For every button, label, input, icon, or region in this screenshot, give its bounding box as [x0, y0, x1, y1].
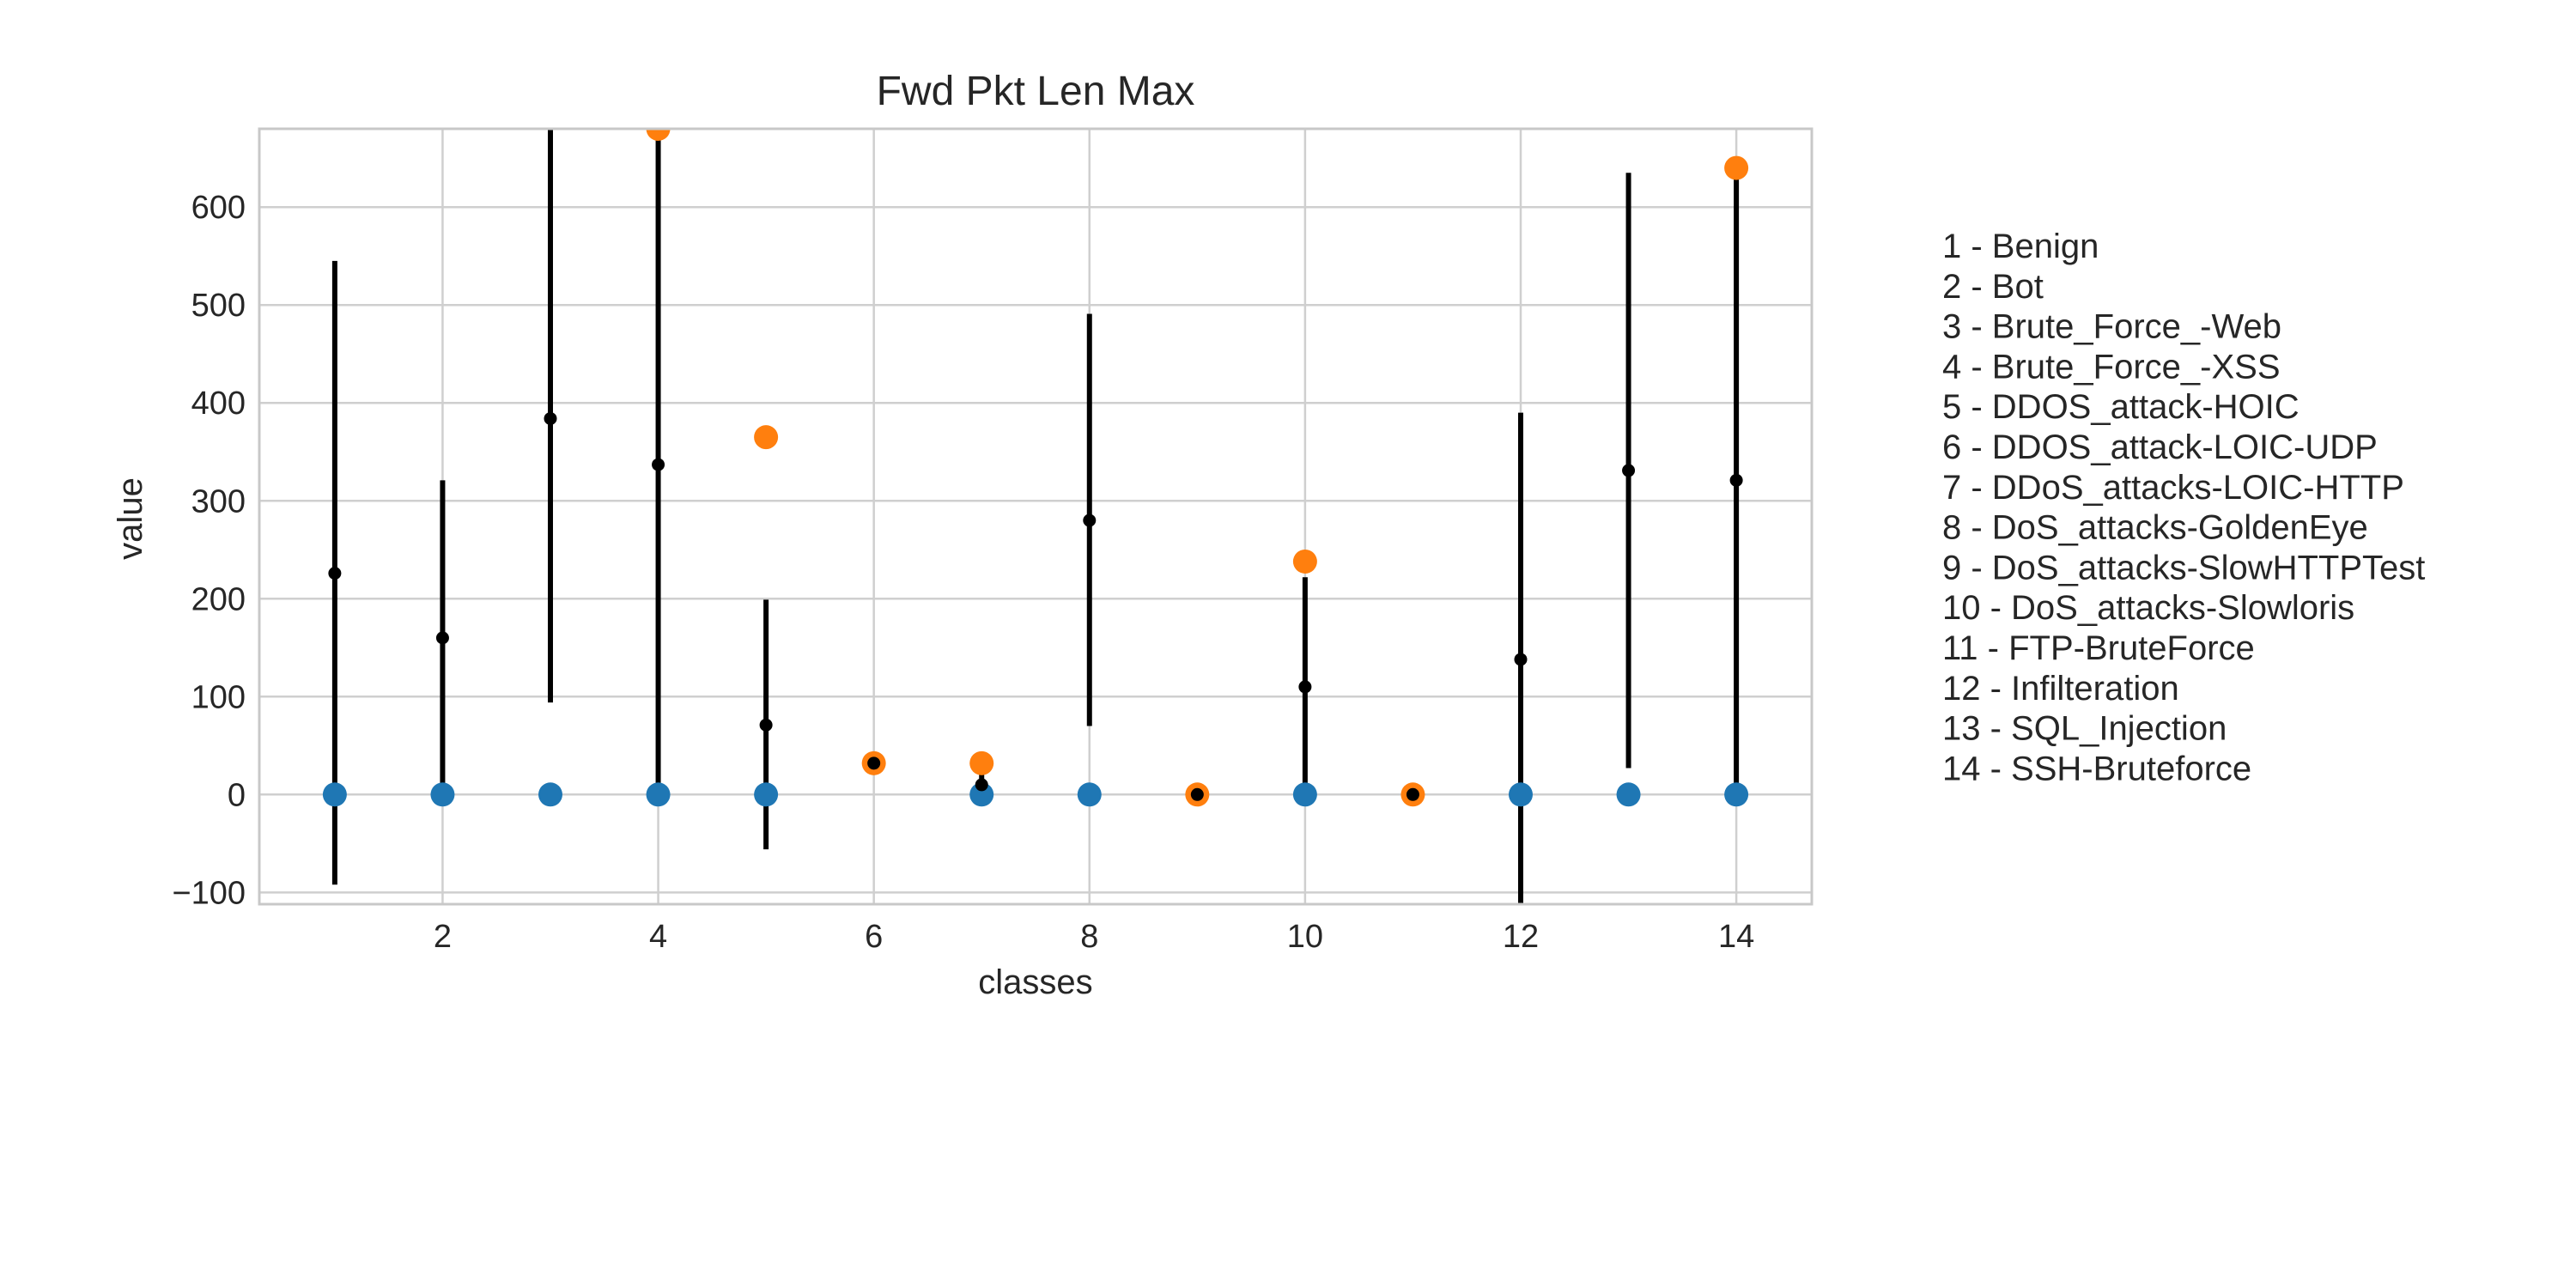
legend-entry: 2 - Bot: [1942, 268, 2044, 306]
x-tick-label: 6: [865, 919, 883, 955]
min-point-class-10: [1292, 782, 1317, 807]
data-marks: [322, 129, 1749, 904]
mean-point-class-13: [1622, 464, 1636, 477]
mean-point-class-6: [867, 756, 881, 770]
mean-point-class-8: [1083, 513, 1097, 527]
mean-point-class-7: [975, 778, 988, 792]
y-tick-label: 200: [191, 581, 246, 617]
min-point-class-1: [322, 782, 347, 807]
mean-point-class-5: [759, 718, 773, 732]
legend-entry: 9 - DoS_attacks-SlowHTTPTest: [1942, 549, 2425, 586]
plot-frame: [258, 127, 1814, 906]
mean-point-class-12: [1514, 653, 1528, 666]
legend-entry: 10 - DoS_attacks-Slowloris: [1942, 589, 2354, 627]
legend-entry: 11 - FTP-BruteForce: [1942, 629, 2255, 667]
min-point-class-5: [754, 782, 779, 807]
x-axis-label: classes: [978, 963, 1092, 1001]
legend-entry: 14 - SSH-Bruteforce: [1942, 750, 2251, 787]
x-tick-label: 14: [1718, 919, 1754, 955]
min-point-class-8: [1077, 782, 1102, 807]
x-tick-label: 8: [1080, 919, 1098, 955]
x-tick-label: 12: [1503, 919, 1539, 955]
mean-point-class-10: [1298, 680, 1312, 694]
tick-labels: 2 4 6 8 10 12 14 −100 0 100 200 300 400 500 600: [172, 190, 1754, 955]
mean-point-class-3: [544, 411, 557, 425]
y-tick-label: −100: [172, 875, 246, 911]
x-tick-label: 10: [1287, 919, 1323, 955]
x-tick-label: 4: [649, 919, 667, 955]
legend-entry: 1 - Benign: [1942, 228, 2099, 265]
legend-entry: 7 - DDoS_attacks-LOIC-HTTP: [1942, 469, 2404, 507]
mean-point-class-9: [1190, 787, 1204, 801]
legend-entry: 13 - SQL_Injection: [1942, 710, 2227, 748]
min-point-class-13: [1616, 782, 1641, 807]
mean-point-class-2: [435, 631, 449, 645]
mean-point-class-11: [1406, 787, 1419, 801]
y-tick-label: 0: [228, 777, 246, 813]
min-point-class-2: [430, 782, 455, 807]
max-point-class-14: [1724, 155, 1749, 180]
min-point-class-12: [1509, 782, 1533, 807]
grid: [259, 129, 1812, 904]
y-tick-label: 600: [191, 190, 246, 226]
legend-entry: 3 - Brute_Force_-Web: [1942, 308, 2281, 346]
legend-entry: 6 - DDOS_attack-LOIC-UDP: [1942, 428, 2378, 466]
x-tick-label: 2: [434, 919, 452, 955]
min-point-class-3: [538, 782, 562, 807]
mean-point-class-1: [328, 567, 342, 580]
min-point-class-7: [969, 782, 994, 807]
y-tick-label: 100: [191, 679, 246, 715]
y-tick-label: 300: [191, 483, 246, 519]
min-point-class-4: [646, 782, 671, 807]
max-point-class-5: [754, 425, 779, 450]
mean-point-class-4: [652, 458, 665, 471]
chart-title: Fwd Pkt Len Max: [877, 69, 1195, 114]
legend-entry: 8 - DoS_attacks-GoldenEye: [1942, 509, 2368, 547]
legend-entry: 4 - Brute_Force_-XSS: [1942, 348, 2281, 386]
min-point-class-14: [1724, 782, 1749, 807]
max-point-class-4: [646, 129, 671, 141]
mean-point-class-14: [1729, 473, 1743, 487]
legend-entry: 5 - DDOS_attack-HOIC: [1942, 388, 2300, 426]
max-point-class-10: [1292, 549, 1317, 574]
legend-entry: 12 - Infilteration: [1942, 670, 2179, 708]
y-axis-label: value: [112, 477, 149, 560]
y-tick-label: 500: [191, 288, 246, 324]
y-tick-label: 400: [191, 386, 246, 422]
max-point-class-7: [969, 750, 994, 775]
